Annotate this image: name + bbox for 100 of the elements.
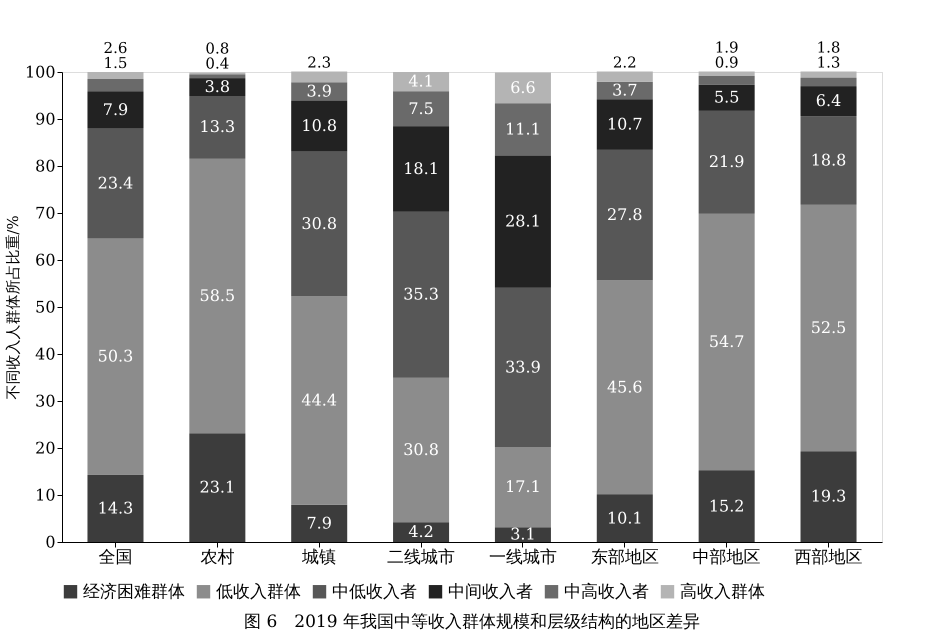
bar: [800, 204, 857, 452]
data-label: 3.8: [204, 77, 230, 96]
y-tick-label: 30: [35, 392, 56, 410]
data-label: 54.7: [708, 332, 744, 352]
data-label: 52.5: [810, 318, 846, 337]
data-label: 7.9: [306, 513, 332, 532]
bar: [800, 451, 857, 542]
bar: [596, 494, 653, 542]
bar: [596, 82, 653, 100]
y-tick-label: 10: [35, 486, 56, 504]
data-label: 35.3: [403, 284, 439, 304]
bar: [596, 150, 653, 280]
bar: [87, 238, 144, 475]
data-label: 28.1: [505, 212, 541, 231]
bar: [596, 72, 653, 82]
bar: [494, 447, 551, 528]
legend-label: 高收入群体: [680, 582, 765, 602]
data-label: 3.7: [612, 80, 638, 100]
bar: [291, 72, 348, 82]
data-label: 50.3: [98, 346, 134, 366]
data-label: 10.1: [606, 508, 643, 528]
bar: [494, 156, 551, 288]
data-label: 5.5: [714, 88, 740, 107]
y-tick-label: 0: [45, 532, 56, 552]
data-label: 3.9: [306, 82, 332, 101]
bar: [698, 76, 755, 85]
y-tick-label: 90: [35, 110, 56, 128]
bar: [800, 116, 857, 205]
legend-label: 经济困难群体: [83, 582, 185, 602]
data-label: 10.7: [606, 114, 643, 134]
data-label: 15.2: [708, 496, 744, 516]
data-label: 18.8: [810, 150, 846, 170]
data-label: 6.6: [510, 78, 536, 97]
bar: [800, 78, 857, 86]
bar: [87, 128, 144, 238]
data-label: 18.1: [403, 159, 439, 178]
data-label: 7.5: [408, 98, 434, 118]
y-tick-label: 50: [35, 298, 56, 316]
data-label: 23.4: [98, 173, 134, 192]
data-label: 58.5: [200, 286, 236, 305]
data-label: 23.1: [200, 478, 236, 497]
data-label: 33.9: [505, 357, 541, 376]
bar: [189, 433, 246, 542]
y-tick-label: 40: [35, 344, 56, 364]
bar: [87, 91, 144, 128]
x-tick-label: 农村: [200, 548, 234, 568]
bar: [800, 86, 857, 116]
data-label: 11.1: [505, 120, 541, 139]
x-tick-label: 二线城市: [387, 548, 456, 568]
data-label: 30.8: [403, 440, 439, 459]
bar: [291, 504, 348, 542]
data-label: 2.2: [612, 54, 637, 72]
y-tick-label: 20: [35, 438, 56, 458]
data-label: 44.4: [301, 390, 338, 410]
bar: [494, 103, 551, 156]
data-label: 3.1: [510, 524, 536, 544]
data-label: 27.8: [606, 204, 643, 224]
data-label: 13.3: [200, 117, 236, 136]
bar: [800, 72, 857, 78]
bar: [291, 296, 348, 505]
y-tick-label: 70: [35, 204, 56, 222]
bar: [393, 378, 450, 522]
data-label: 10.8: [301, 116, 338, 136]
bar: [698, 110, 755, 214]
x-tick-label: 全国: [98, 548, 132, 568]
bar: [87, 474, 144, 542]
text: 图 6 2019 年我国中等收入群体规模和层级结构的地区差异: [244, 612, 700, 632]
data-label: 14.3: [98, 498, 134, 518]
data-label: 7.9: [102, 100, 128, 119]
bar: [291, 151, 348, 296]
bar: [189, 74, 246, 78]
data-label: 1.5: [104, 54, 128, 72]
bar: [698, 72, 755, 76]
y-tick-label: 60: [35, 250, 56, 270]
bar: [189, 158, 246, 434]
bar: [494, 288, 551, 448]
x-tick-label: 东部地区: [590, 548, 659, 568]
bar: [393, 72, 450, 92]
legend-label: 低收入群体: [216, 582, 301, 602]
data-label: 2.6: [104, 39, 128, 57]
bar: [393, 212, 450, 378]
bar: [596, 99, 653, 150]
data-label: 30.8: [301, 214, 338, 233]
bar: [189, 96, 246, 158]
data-label: 45.6: [606, 377, 643, 396]
x-tick-label: 城镇: [301, 548, 336, 568]
bar: [596, 280, 653, 495]
y-tick-label: 100: [24, 62, 56, 82]
data-label: 21.9: [708, 152, 744, 172]
legend-label: 中高收入者: [564, 582, 649, 602]
legend-label: 中间收入者: [448, 582, 533, 602]
legend-label: 中低收入者: [332, 582, 417, 602]
x-tick-label: 中部地区: [692, 548, 761, 568]
data-label: 2.3: [307, 54, 332, 72]
data-label: 17.1: [505, 477, 541, 496]
bar: [87, 72, 144, 80]
bar: [291, 100, 348, 152]
bar: [698, 470, 755, 542]
y-axis-title: 不同收入人群体所占比重/%: [4, 215, 22, 400]
data-label: 19.3: [810, 486, 846, 506]
